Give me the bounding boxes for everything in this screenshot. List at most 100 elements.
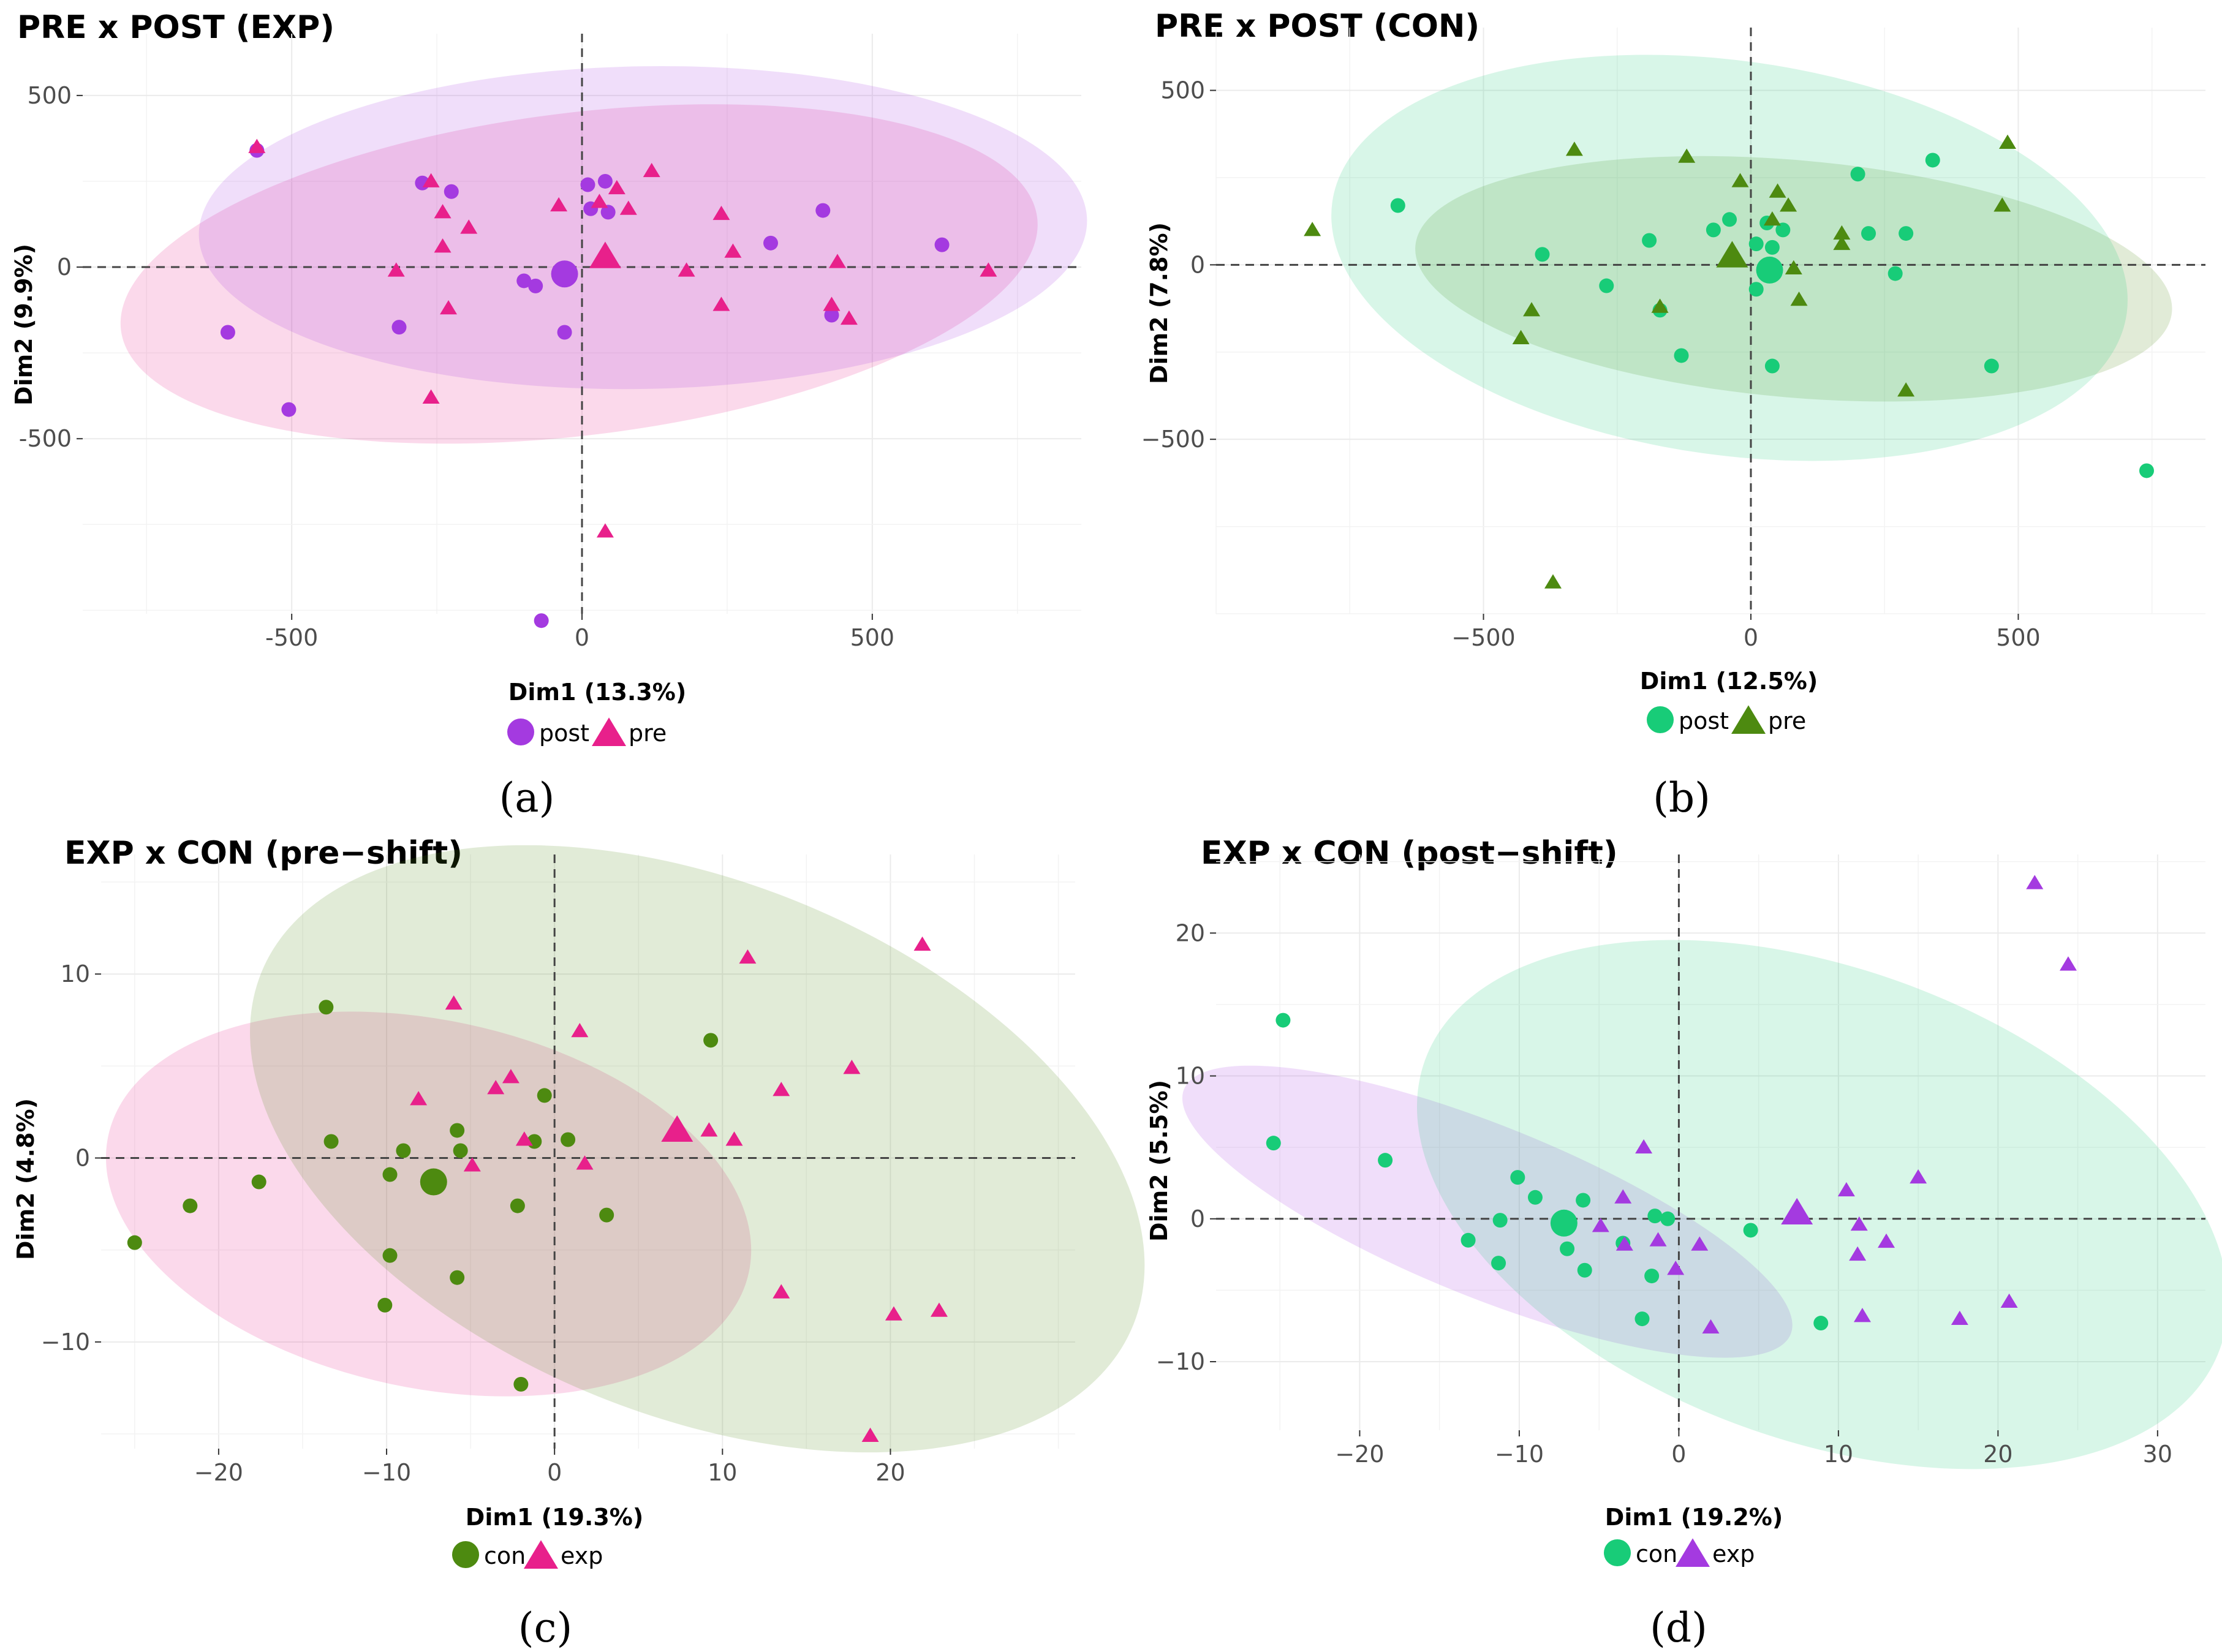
data-point	[2059, 956, 2077, 971]
confidence-ellipse-pre	[198, 66, 1087, 390]
data-point	[1702, 1319, 1720, 1334]
x-tick-label: −20	[1335, 1441, 1384, 1468]
data-point	[1748, 282, 1764, 297]
data-point	[1649, 1232, 1667, 1247]
data-point	[1651, 298, 1669, 313]
data-point	[1304, 222, 1321, 236]
data-point	[220, 325, 235, 340]
data-point	[763, 235, 778, 251]
data-point	[600, 205, 616, 220]
legend: con exp	[452, 1540, 603, 1569]
panel-b: PRE x POST (CON) −500 0 500 500 0 −500 Dim1 (12…	[1141, 8, 2205, 821]
x-tick-label: 500	[850, 624, 895, 651]
y-tick-label: 10	[61, 960, 90, 987]
data-point	[1743, 1223, 1758, 1238]
subfigure-label: (b)	[1653, 774, 1710, 821]
legend-label-exp: exp	[1712, 1541, 1755, 1567]
panel-d: EXP x CON (post−shift) −20 −10 0 10 20 30 20 10 0…	[1146, 835, 2222, 1651]
legend-label-post: post	[1679, 707, 1729, 734]
data-point	[1899, 226, 1914, 241]
data-point	[1878, 1233, 1895, 1248]
data-point	[725, 1131, 743, 1146]
data-point	[885, 1306, 902, 1321]
legend-label-con: con	[484, 1542, 526, 1569]
confidence-ellipse-post	[120, 104, 1038, 444]
chart-title: PRE x POST (CON)	[1155, 8, 1479, 45]
data-point	[1510, 1170, 1525, 1185]
data-point	[1764, 240, 1780, 255]
x-axis-label: Dim1 (19.3%)	[466, 1504, 643, 1531]
legend-label-exp: exp	[561, 1542, 603, 1569]
data-point	[1691, 1236, 1709, 1251]
data-point	[1644, 1269, 1660, 1284]
data-point	[1850, 1216, 1868, 1231]
y-axis-label: Dim2 (9.9%)	[10, 244, 37, 405]
data-point	[1615, 1236, 1633, 1251]
data-point	[1775, 222, 1791, 238]
confidence-ellipse-exp	[1416, 940, 2222, 1469]
data-point	[382, 1248, 398, 1263]
y-tick-label: −10	[41, 1329, 90, 1356]
legend-marker-post	[1647, 706, 1674, 733]
x-tick-label: 0	[575, 624, 589, 651]
data-point	[1492, 1213, 1508, 1228]
data-point	[823, 296, 841, 311]
y-axis-label: Dim2 (7.8%)	[1146, 222, 1173, 384]
data-point	[502, 1069, 520, 1084]
legend: post pre	[507, 717, 667, 747]
legend-label-pre: pre	[629, 720, 667, 747]
data-point	[1544, 574, 1562, 589]
data-point	[281, 402, 297, 417]
panel-c: EXP x CON (pre−shift) −20 −10 0 10 20 10 0 −10 Di…	[12, 835, 1145, 1651]
centroid-point	[1716, 241, 1748, 268]
data-point	[1523, 302, 1541, 317]
confidence-ellipse-exp	[250, 845, 1145, 1453]
y-tick-label: 0	[75, 1145, 90, 1172]
legend-marker-exp	[524, 1540, 558, 1569]
data-point	[1910, 1169, 1927, 1184]
y-tick-label: -500	[19, 425, 72, 452]
data-point	[377, 1297, 393, 1313]
data-point	[1674, 348, 1689, 363]
data-point	[580, 177, 595, 192]
data-point	[1861, 226, 1876, 241]
confidence-ellipse-post	[1415, 156, 2172, 402]
data-point	[1853, 1308, 1871, 1322]
data-point	[824, 307, 839, 323]
centroid-point	[1781, 1198, 1813, 1224]
x-tick-label: -500	[265, 624, 318, 651]
data-point	[1984, 358, 1999, 374]
data-point	[1748, 236, 1764, 252]
data-point	[1785, 260, 1802, 275]
data-point	[1614, 1189, 1632, 1204]
data-point	[1275, 1013, 1291, 1028]
data-point	[396, 1143, 411, 1158]
data-point	[934, 237, 950, 252]
data-point	[550, 197, 568, 212]
centroid-point	[1756, 256, 1783, 284]
data-point	[534, 613, 549, 628]
data-point	[557, 325, 572, 340]
x-tick-label: 10	[1824, 1441, 1853, 1468]
legend-label-pre: pre	[1768, 707, 1806, 734]
x-tick-label: −20	[194, 1459, 243, 1486]
data-point	[1461, 1232, 1476, 1248]
x-tick-label: 30	[2143, 1441, 2172, 1468]
confidence-ellipse-con	[1182, 1065, 1793, 1358]
data-point	[1731, 173, 1749, 187]
data-point	[434, 204, 452, 219]
series-exp	[1592, 875, 2077, 1334]
data-point	[422, 173, 440, 187]
data-point	[861, 1427, 879, 1442]
grid	[101, 854, 1075, 1449]
centroid-point	[551, 260, 578, 288]
data-point	[1837, 1182, 1855, 1197]
y-tick-label: 0	[1190, 1205, 1205, 1232]
x-axis-label: Dim1 (13.3%)	[508, 679, 686, 706]
data-point	[2000, 1293, 2018, 1308]
data-point	[382, 1167, 398, 1182]
legend-marker-pre	[592, 717, 626, 746]
y-tick-label: 10	[1176, 1063, 1205, 1090]
data-point	[1763, 211, 1781, 226]
data-point	[1888, 266, 1903, 281]
